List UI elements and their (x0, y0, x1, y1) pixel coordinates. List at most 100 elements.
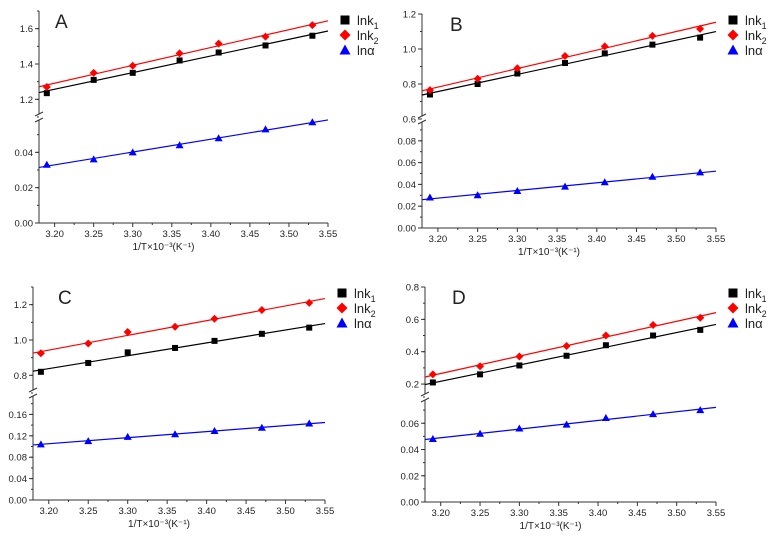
data-point-lnk1 (176, 57, 183, 64)
legend-label-subscript: 1 (371, 294, 376, 304)
axis-break-mark (417, 113, 427, 119)
axis-break-mark (34, 111, 44, 117)
data-point-lnα (257, 423, 266, 431)
data-point-lnk2 (513, 64, 522, 73)
data-point-lnk2 (515, 352, 524, 361)
data-point-lnα (171, 430, 180, 438)
fit-line-lnα (421, 170, 717, 201)
data-point-lnk2 (128, 61, 137, 70)
y-tick-label-upper: 1.0 (403, 45, 416, 56)
data-point-lnk1 (309, 32, 316, 39)
legend-label-text: lnk (745, 13, 762, 28)
data-point-lnk1 (601, 50, 608, 57)
data-point-lnk1 (262, 42, 269, 49)
data-point-lnk1 (426, 91, 433, 98)
data-point-lnk2 (561, 52, 570, 60)
data-point-lnk1 (215, 49, 222, 56)
legend-label-lnk1: lnk1 (745, 286, 767, 304)
legend-label-subscript: 2 (762, 36, 767, 46)
legend-label-text: lnα (354, 316, 372, 331)
x-tick-label: 3.55 (319, 229, 338, 240)
legend-marker-lnk1 (728, 15, 738, 25)
x-axis-label: 1/T×10⁻³(K⁻¹) (520, 521, 582, 532)
x-tick-label: 3.25 (471, 508, 490, 519)
data-point-lnα (648, 172, 657, 180)
legend-label-lnk2: lnk2 (357, 28, 379, 46)
data-point-lnk1 (37, 368, 44, 375)
x-tick-label: 3.55 (707, 508, 726, 519)
data-point-lnk2 (89, 68, 98, 77)
data-point-lnk2 (257, 305, 266, 314)
panel-letter: C (58, 288, 72, 309)
data-point-lnα (36, 440, 45, 448)
legend-label-lnk1: lnk1 (357, 13, 379, 31)
data-point-lnα (696, 168, 705, 176)
data-point-lnk2 (696, 313, 705, 322)
legend-marker-lnα (336, 317, 348, 328)
legend-marker-lnα (727, 44, 739, 55)
data-point-lnk2 (649, 321, 658, 330)
y-tick-label-lower: 0.02 (401, 471, 420, 482)
y-tick-label-lower: 0.02 (398, 202, 417, 213)
legend-label-lnk2: lnk2 (354, 301, 376, 319)
data-point-lnk2 (428, 370, 437, 379)
fit-line-lnk1 (32, 322, 326, 372)
y-tick-label-lower: 0.06 (398, 158, 417, 169)
legend-marker-lnk2 (727, 302, 739, 314)
legend-label-lnα: lnα (745, 316, 763, 331)
data-point-lnα (42, 160, 51, 168)
data-point-lnk1 (514, 70, 521, 77)
data-point-lnk2 (562, 342, 571, 351)
legend-label-text: lnα (745, 316, 763, 331)
x-tick-label: 3.25 (84, 229, 103, 240)
y-tick-label-upper: 1.2 (20, 95, 33, 106)
panel-c: 3.20 3.25 3.30 3.35 3.40 3.45 3.50 3.55 0.00 0.04… (9, 286, 376, 530)
data-point-lnα (261, 125, 270, 133)
legend-label-text: lnα (357, 43, 375, 58)
legend-label-text: lnk (354, 301, 371, 316)
x-axis-label: 1/T×10⁻³(K⁻¹) (518, 247, 580, 258)
y-tick-label-upper: 0.8 (406, 283, 419, 294)
x-tick-label: 3.55 (316, 506, 335, 517)
legend-label-subscript: 1 (762, 21, 767, 31)
data-point-lnα (515, 424, 524, 432)
legend-label-text: lnk (745, 286, 762, 301)
data-point-lnα (562, 420, 571, 428)
data-point-lnα (601, 414, 610, 421)
y-tick-label-upper: 1.2 (403, 10, 416, 21)
x-tick-label: 3.25 (468, 234, 487, 245)
x-tick-label: 3.35 (158, 506, 177, 517)
data-point-lnk1 (258, 330, 265, 337)
legend-label-lnα: lnα (354, 316, 372, 331)
data-point-lnk1 (563, 352, 570, 359)
y-tick-label-lower: 0.16 (9, 410, 28, 421)
x-tick-label: 3.35 (548, 234, 567, 245)
fit-line-lnα (424, 406, 717, 441)
x-tick-label: 3.45 (241, 229, 260, 240)
legend-label-lnα: lnα (357, 43, 375, 58)
data-point-lnα (214, 134, 223, 142)
data-point-lnk1 (211, 337, 218, 344)
x-tick-label: 3.50 (667, 508, 686, 519)
fit-line-lnk1 (424, 323, 717, 386)
y-tick-label-upper: 1.4 (20, 60, 33, 71)
data-point-lnk2 (600, 42, 609, 51)
y-tick-label-upper: 1.6 (20, 24, 33, 35)
legend-label-lnk1: lnk1 (745, 13, 767, 31)
y-tick-label-lower: 0.00 (9, 496, 28, 507)
legend-label-subscript: 1 (374, 21, 379, 31)
data-point-lnα (513, 186, 522, 194)
y-tick-label-lower: 0.04 (398, 180, 417, 191)
data-point-lnα (476, 429, 485, 437)
legend-marker-lnk2 (336, 302, 348, 314)
y-tick-label-upper: 0.8 (403, 80, 416, 91)
data-point-lnk1 (172, 344, 179, 351)
fit-line-lnk2 (38, 20, 329, 88)
legend-label-lnk2: lnk2 (745, 28, 767, 46)
x-tick-label: 3.55 (707, 234, 726, 245)
x-tick-label: 3.40 (202, 229, 221, 240)
legend-label-lnk1: lnk1 (354, 286, 376, 304)
data-point-lnk2 (648, 31, 657, 40)
data-point-lnα (210, 426, 219, 434)
y-tick-label-lower: 0.12 (9, 431, 28, 442)
